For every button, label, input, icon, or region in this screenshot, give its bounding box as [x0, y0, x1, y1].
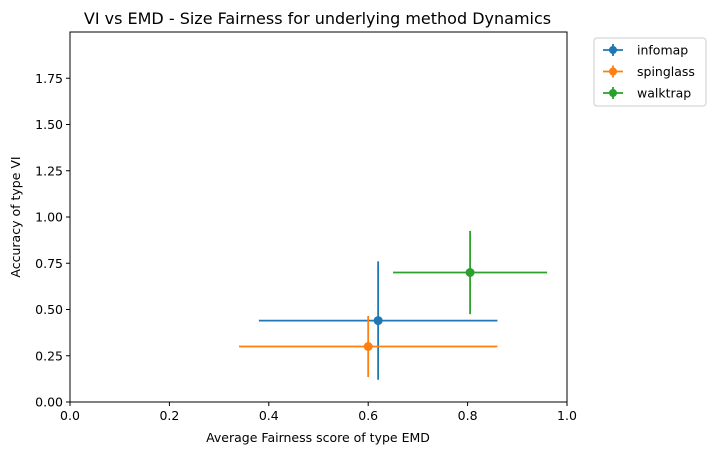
x-axis: 0.0 0.2 0.4 0.6 0.8 1.0 — [60, 402, 577, 423]
legend-label: spinglass — [637, 64, 695, 79]
x-tick-label: 0.8 — [458, 408, 478, 423]
y-tick-label: 0.00 — [35, 395, 63, 410]
legend-item-walktrap: walktrap — [603, 86, 691, 101]
y-axis-label: Accuracy of type VI — [8, 156, 23, 277]
legend-label: infomap — [637, 43, 688, 58]
infomap-point — [373, 316, 383, 326]
y-tick-label: 1.25 — [35, 163, 63, 178]
y-tick-label: 1.75 — [35, 71, 63, 86]
legend-marker-point — [609, 89, 617, 97]
series-infomap — [258, 261, 498, 380]
spinglass-point — [363, 342, 373, 351]
series-spinglass — [238, 315, 498, 378]
walktrap-point — [465, 268, 475, 277]
legend-item-spinglass: spinglass — [603, 64, 695, 79]
series-layer — [238, 230, 548, 380]
series-walktrap — [393, 230, 548, 315]
x-tick-label: 0.4 — [259, 408, 279, 423]
x-tick-label: 1.0 — [557, 408, 577, 423]
legend-item-infomap: infomap — [603, 43, 688, 58]
y-tick-label: 1.00 — [35, 210, 63, 225]
y-tick-label: 0.50 — [35, 302, 63, 317]
legend-marker-point — [609, 46, 617, 54]
y-tick-label: 0.75 — [35, 256, 63, 271]
x-tick-label: 0.2 — [159, 408, 179, 423]
chart-title: VI vs EMD - Size Fairness for underlying… — [84, 9, 551, 28]
legend-frame — [593, 37, 707, 107]
x-tick-label: 0.6 — [358, 408, 378, 423]
legend: infomap spinglass walktrap — [593, 37, 707, 107]
legend-label: walktrap — [637, 86, 691, 101]
y-axis: 0.00 0.25 0.50 0.75 1.00 1.25 1.50 1.75 — [35, 71, 70, 410]
x-axis-label: Average Fairness score of type EMD — [206, 430, 430, 445]
y-tick-label: 1.50 — [35, 117, 63, 132]
y-tick-label: 0.25 — [35, 348, 63, 363]
legend-marker-point — [609, 67, 617, 76]
x-tick-label: 0.0 — [60, 408, 80, 423]
